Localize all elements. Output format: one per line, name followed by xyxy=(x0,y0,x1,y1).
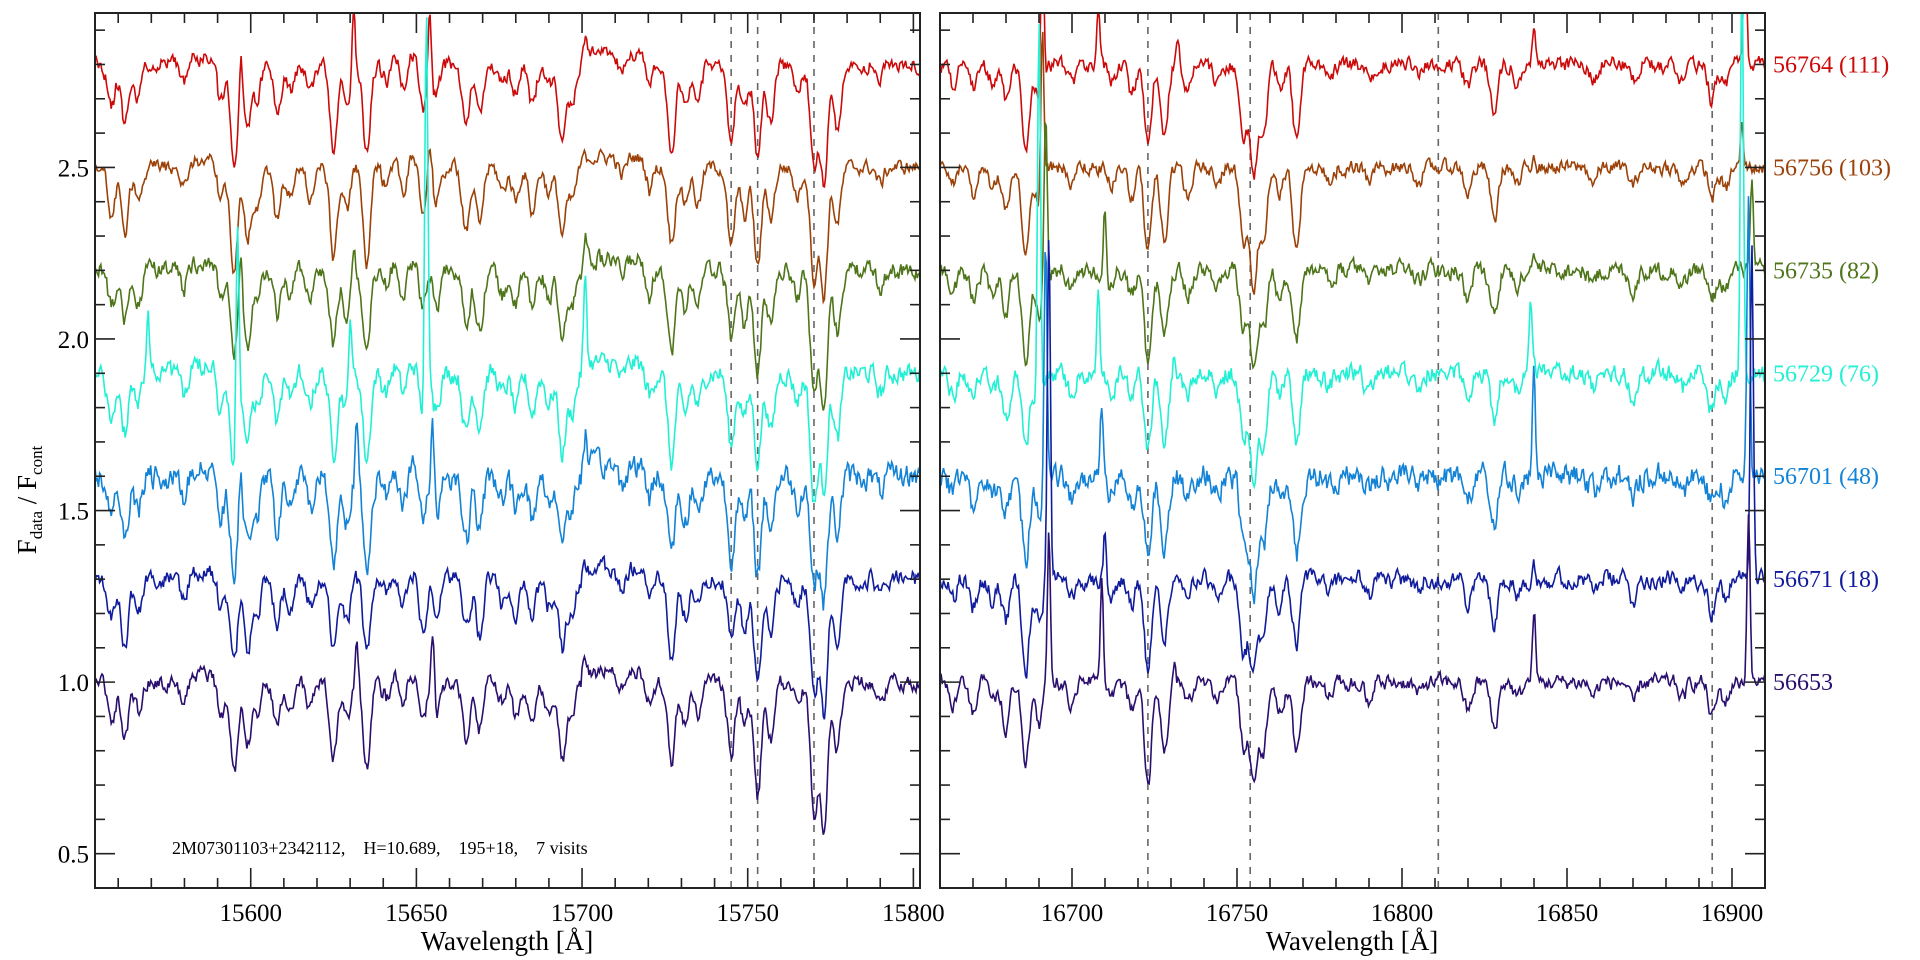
x-tick-label: 15700 xyxy=(551,900,614,927)
spectrum-56735 xyxy=(95,232,920,411)
spectrum-56756 xyxy=(95,147,920,305)
x-tick-label: 16900 xyxy=(1701,900,1764,927)
legend-entry: 56653 xyxy=(1773,670,1833,696)
legend-entry: 56701 (48) xyxy=(1773,464,1879,490)
x-axis-label-right: Wavelength [Å] xyxy=(1266,926,1439,956)
legend: 56764 (111) 56756 (103) 56735 (82) 56729 (7… xyxy=(1773,52,1891,696)
y-tick-label: 0.5 xyxy=(58,842,89,869)
y-tick-label: 1.5 xyxy=(58,499,89,526)
spectrum-56653 xyxy=(940,514,1765,786)
x-tick-label: 16700 xyxy=(1041,900,1104,927)
legend-entry: 56764 (111) xyxy=(1773,52,1889,78)
x-tick-label: 16750 xyxy=(1206,900,1269,927)
spectrum-56671 xyxy=(940,240,1765,679)
plot-frame xyxy=(94,12,921,889)
x-tick-label: 15800 xyxy=(882,900,945,927)
y-tick-label: 1.0 xyxy=(58,670,89,697)
spectrum-56671 xyxy=(95,554,920,720)
legend-entry: 56735 (82) xyxy=(1773,258,1879,284)
spectrum-56764 xyxy=(940,13,1765,180)
legend-entry: 56729 (76) xyxy=(1773,361,1879,387)
x-tick-label: 15750 xyxy=(716,900,779,927)
spectrum-56764 xyxy=(95,13,920,188)
x-tick-label: 16850 xyxy=(1536,900,1599,927)
legend-entry: 56671 (18) xyxy=(1773,567,1879,593)
spectrum-56729 xyxy=(95,17,920,503)
right-panel: 16700 16750 16800 16850 16900 xyxy=(939,12,1766,927)
x-tick-label: 16800 xyxy=(1371,900,1434,927)
spectrum-56729 xyxy=(940,13,1765,490)
x-tick-label: 15600 xyxy=(219,900,282,927)
spectrum-56653 xyxy=(95,636,920,835)
plot-frame xyxy=(939,12,1766,889)
legend-entry: 56756 (103) xyxy=(1773,155,1891,181)
left-panel: 15600 15650 15700 15750 15800 0.5 1.0 1.5 2.0 2.5 xyxy=(58,12,945,927)
spectrum-56735 xyxy=(940,122,1765,370)
x-axis-label-left: Wavelength [Å] xyxy=(421,926,594,956)
star-annotation: 2M07301103+2342112, H=10.689, 195+18, 7 … xyxy=(172,838,588,858)
spectrum-56756 xyxy=(940,31,1765,295)
x-tick-label: 15650 xyxy=(385,900,448,927)
y-tick-label: 2.5 xyxy=(58,155,89,182)
y-axis-label: Fdata / Fcont xyxy=(12,445,46,554)
spectrum-56701 xyxy=(95,418,920,611)
spectrum-56701 xyxy=(940,196,1765,605)
y-tick-label: 2.0 xyxy=(58,327,89,354)
